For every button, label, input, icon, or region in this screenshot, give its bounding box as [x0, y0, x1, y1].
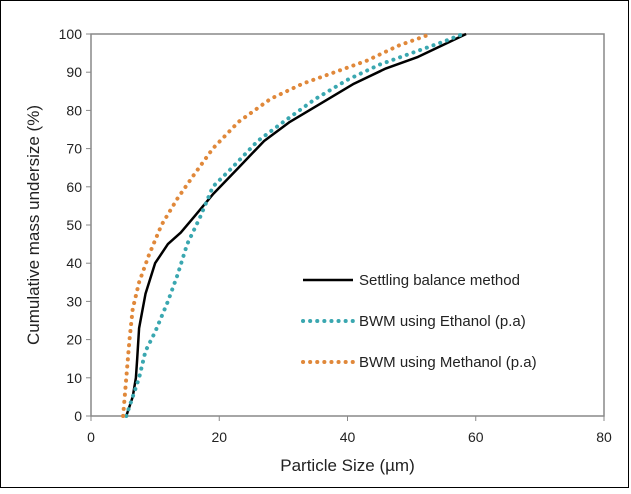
- series-line-3: [121, 32, 433, 418]
- x-tick-label: 40: [340, 429, 356, 445]
- x-axis-label: Particle Size (µm): [280, 456, 414, 475]
- series-line-2: [124, 32, 465, 418]
- y-tick-label: 80: [66, 102, 82, 118]
- y-tick-label: 40: [66, 255, 82, 271]
- y-tick-label: 50: [66, 217, 82, 233]
- y-tick-label: 10: [66, 370, 82, 386]
- x-tick-label: 20: [211, 429, 227, 445]
- x-tick-label: 80: [596, 429, 612, 445]
- x-tick-label: 0: [87, 429, 95, 445]
- y-tick-label: 90: [66, 64, 82, 80]
- legend-label-2: BWM using Ethanol (p.a): [359, 313, 526, 330]
- y-axis-label: Cumulative mass undersize (%): [24, 105, 43, 345]
- legend-label-1: Settling balance method: [359, 272, 520, 289]
- plot-area: [90, 33, 605, 417]
- y-tick-label: 70: [66, 141, 82, 157]
- x-tick-label: 60: [468, 429, 484, 445]
- y-tick-label: 60: [66, 179, 82, 195]
- y-tick-label: 0: [74, 408, 82, 424]
- legend-label-3: BWM using Methanol (p.a): [359, 354, 537, 371]
- series-line-1: [125, 32, 467, 417]
- y-tick-label: 30: [66, 293, 82, 309]
- y-tick-label: 100: [59, 26, 83, 42]
- y-tick-label: 20: [66, 332, 82, 348]
